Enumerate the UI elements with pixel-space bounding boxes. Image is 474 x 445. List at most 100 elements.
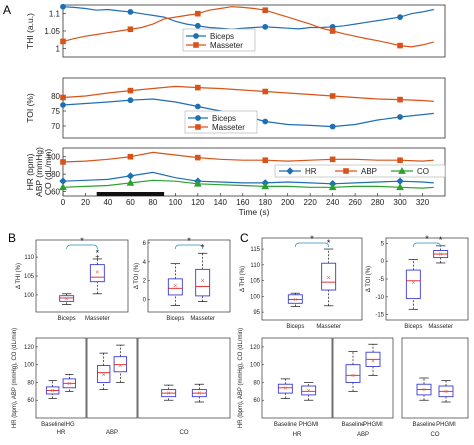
a1-legend-marker <box>193 33 199 39</box>
c3-group-label: HR <box>293 432 302 438</box>
a3-ylabel: HR (bpm) <box>25 153 35 190</box>
a1-point-biceps <box>60 3 66 10</box>
b4-group-label: ABP <box>106 430 118 436</box>
c4-axes-frame <box>332 337 394 419</box>
a1-point-masseter <box>262 7 269 13</box>
b5-mean-marker: × <box>197 391 201 398</box>
a3-xtick-label: 60 <box>126 198 135 207</box>
a2-point-masseter <box>329 93 336 99</box>
a3-xtick-label: 200 <box>281 198 295 207</box>
b1-ylabel: Δ THI (%) <box>16 263 22 289</box>
a3-legend-marker <box>286 167 294 175</box>
b1-ytick-label: 105 <box>24 274 35 280</box>
c2-ytick-label: 0 <box>381 259 385 265</box>
b4-axes-frame <box>86 337 138 419</box>
c3-ytick-label: 100 <box>250 363 261 369</box>
b2-sig-star-box: * <box>201 242 205 252</box>
b5-group-label: CO <box>180 430 189 436</box>
b3-ylabel: HR (bpm), ABP (mmHg), CO (dL/min) <box>12 328 18 428</box>
a3-xtick-label: 0 <box>61 198 66 207</box>
a2-point-masseter <box>397 96 403 103</box>
b3-ytick-label: 100 <box>24 363 35 369</box>
b3-group-label: HR <box>57 430 66 436</box>
a2-point-biceps <box>262 118 269 125</box>
c1-ylabel: Δ THI (%) <box>240 266 246 292</box>
c1-category-label: Masseter <box>316 324 341 330</box>
a1-point-masseter <box>397 42 403 49</box>
a2-point-masseter <box>60 94 66 101</box>
a2-legend-label: Masseter <box>212 123 245 132</box>
c4-group-label: ABP <box>357 432 369 438</box>
a3-point-abp <box>60 159 66 165</box>
panel-label-c: C <box>240 231 249 245</box>
a2-legend-marker <box>195 124 201 130</box>
a3-point-hr <box>126 172 135 180</box>
c2-sig-star: * <box>425 234 429 244</box>
a3-xtick-label: 320 <box>416 198 430 207</box>
a3-xtick-label: 240 <box>326 198 340 207</box>
a3-point-abp <box>195 154 201 161</box>
a3-point-abp <box>329 156 336 163</box>
a2-point-masseter <box>262 88 269 95</box>
b2-sig-star: * <box>187 236 191 246</box>
a3-point-co <box>126 178 135 186</box>
a3-point-abp <box>397 157 403 164</box>
a1-series-line-masseter <box>62 6 434 48</box>
b2-ytick-label: 2 <box>143 279 147 285</box>
b1-sig-star-box: * <box>96 248 100 258</box>
a3-xtick-label: 300 <box>393 198 407 207</box>
c2-ytick-label: -10 <box>375 295 384 301</box>
b3-mean-marker: × <box>51 388 55 395</box>
c1-ytick-label: 105 <box>250 279 261 285</box>
a3-point-co <box>396 183 404 191</box>
c1-axes-frame <box>261 237 363 321</box>
a2-ytick-label: 70 <box>51 122 60 131</box>
b5-axes-frame <box>137 337 231 419</box>
c1-ytick-label: 100 <box>250 294 261 300</box>
a1-point-biceps <box>397 14 403 21</box>
a2-axes-frame <box>62 77 446 139</box>
b2-box <box>167 278 183 296</box>
b2-sig-bracket <box>174 244 204 250</box>
a3-ylabel: ABP (mmHg) <box>34 147 44 197</box>
b2-box <box>195 268 211 297</box>
a1-legend-marker <box>193 42 199 48</box>
a3-series-line-hr <box>62 171 434 185</box>
a3-point-co <box>59 183 67 191</box>
a3-legend-label: HR <box>305 167 317 176</box>
b3-category-label: IHG <box>64 422 75 428</box>
c5-mean-marker: × <box>422 387 426 394</box>
c2-mean-marker: × <box>411 280 415 287</box>
c1-ytick-label: 95 <box>253 310 260 316</box>
c3-ytick-label: 80 <box>253 380 260 386</box>
a3-ylabel: CO (dL/min) <box>43 149 53 195</box>
b1-box <box>59 295 75 302</box>
c5-group-label: CO <box>431 432 440 438</box>
a3-ihg-bar <box>96 192 165 196</box>
c2-mean-marker: × <box>439 252 443 259</box>
b2-category-label: Biceps <box>166 316 184 322</box>
c1-ytick-label: 115 <box>250 247 260 253</box>
c4-mean-marker: × <box>371 359 375 366</box>
a3-xtick-label: 180 <box>259 198 273 207</box>
c1-sig-star: * <box>310 234 314 244</box>
c2-category-label: Biceps <box>404 324 422 330</box>
b3-mean-marker: × <box>67 381 71 388</box>
a1-ytick-label: 1.1 <box>49 10 61 19</box>
c1-mean-marker: × <box>327 275 331 282</box>
c1-box <box>287 294 303 304</box>
b2-ytick-label: 4 <box>143 260 147 266</box>
b1-box <box>89 264 105 283</box>
a3-point-co <box>261 182 270 190</box>
c5-category-label: Baseline <box>412 422 436 428</box>
b3-axes-frame <box>35 337 87 419</box>
b1-flier: + <box>95 254 99 261</box>
b4-mean-marker: × <box>118 363 122 370</box>
c1-sig-bracket <box>294 242 330 248</box>
a3-legend-label: ABP <box>361 167 377 176</box>
c1-sig-star-box: * <box>327 238 331 248</box>
a2-point-biceps <box>60 102 66 108</box>
b1-category-label: Masseter <box>85 316 110 322</box>
a3-series-line-co <box>62 179 434 189</box>
